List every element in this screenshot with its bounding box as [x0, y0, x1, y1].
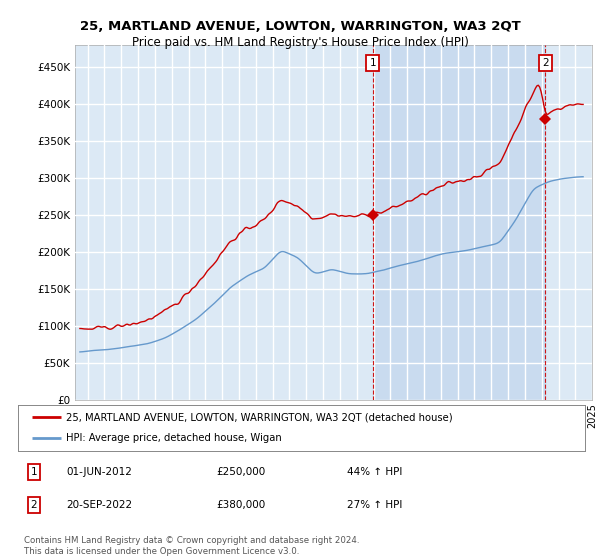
Text: 1: 1 — [370, 58, 376, 68]
Text: 1: 1 — [31, 466, 37, 477]
Text: £250,000: £250,000 — [217, 466, 266, 477]
Text: 25, MARTLAND AVENUE, LOWTON, WARRINGTON, WA3 2QT (detached house): 25, MARTLAND AVENUE, LOWTON, WARRINGTON,… — [66, 412, 453, 422]
Text: 01-JUN-2012: 01-JUN-2012 — [66, 466, 132, 477]
Text: 27% ↑ HPI: 27% ↑ HPI — [347, 500, 402, 510]
Bar — [373, 45, 545, 400]
Text: 2: 2 — [542, 58, 548, 68]
Text: HPI: Average price, detached house, Wigan: HPI: Average price, detached house, Wiga… — [66, 433, 282, 444]
Text: 2: 2 — [31, 500, 37, 510]
Text: 44% ↑ HPI: 44% ↑ HPI — [347, 466, 402, 477]
Text: 25, MARTLAND AVENUE, LOWTON, WARRINGTON, WA3 2QT: 25, MARTLAND AVENUE, LOWTON, WARRINGTON,… — [80, 20, 520, 32]
Text: 20-SEP-2022: 20-SEP-2022 — [66, 500, 133, 510]
Text: Price paid vs. HM Land Registry's House Price Index (HPI): Price paid vs. HM Land Registry's House … — [131, 36, 469, 49]
Text: £380,000: £380,000 — [217, 500, 266, 510]
Text: Contains HM Land Registry data © Crown copyright and database right 2024.
This d: Contains HM Land Registry data © Crown c… — [23, 536, 359, 556]
